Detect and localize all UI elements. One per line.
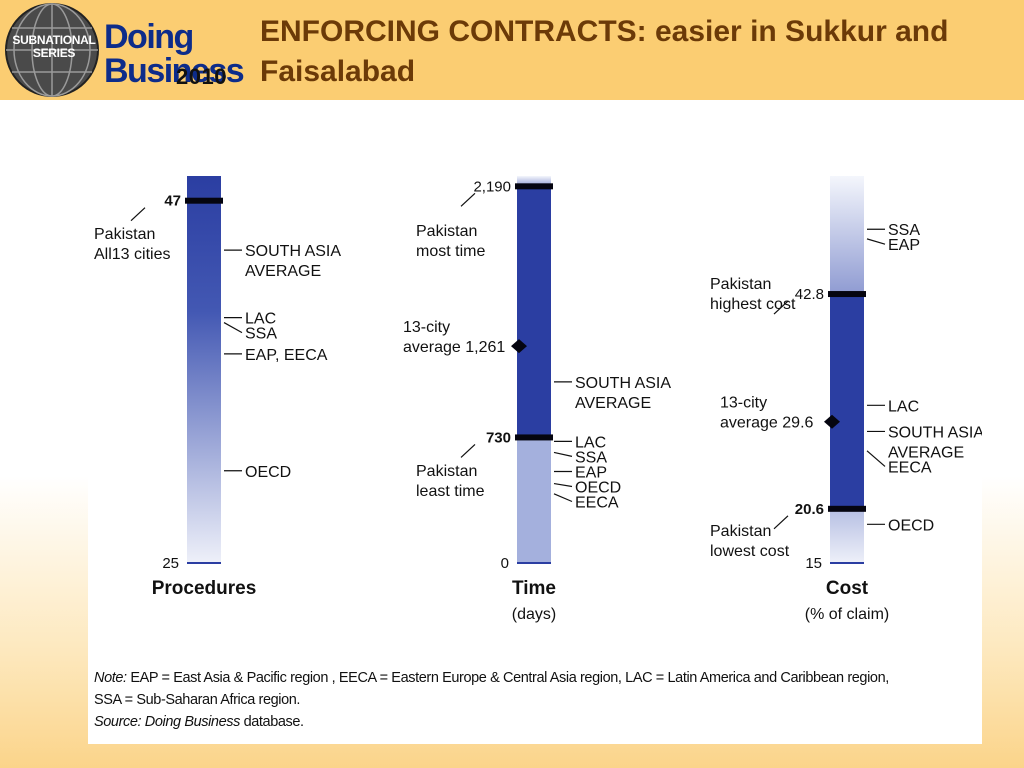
time-pakistan-low-pointer	[460, 444, 476, 458]
procedures-chart: 47 Pakistan All13 cities SOUTH ASIA AVERAGE L…	[94, 176, 341, 599]
time-leader-5	[553, 493, 573, 503]
cost-leader-1	[866, 238, 886, 245]
footnote: Note: EAP = East Asia & Pacific region ,…	[94, 667, 974, 733]
time-average-caption-1: average 1,261	[403, 339, 505, 356]
time-pakistan-high-caption-1: most time	[416, 243, 485, 260]
logo-badge-line1: SUBNATIONAL	[12, 33, 96, 47]
cost-region-label-4-0: EECA	[888, 459, 932, 476]
cost-average-diamond	[824, 414, 840, 429]
procedures-pakistan-value-label: 47	[164, 193, 181, 210]
cost-pakistan-high-value-label: 42.8	[795, 286, 824, 303]
note-label: Note:	[94, 670, 127, 686]
time-average-diamond	[511, 339, 527, 354]
time-pakistan-low-value-label: 730	[486, 429, 511, 446]
chart-panel: 47 Pakistan All13 cities SOUTH ASIA AVERAGE L…	[88, 112, 982, 744]
time-region-label-0-0: SOUTH ASIA	[575, 375, 671, 392]
time-bar-range	[517, 186, 551, 438]
procedures-pakistan-pointer	[130, 207, 146, 222]
time-pakistan-high-value-label: 2,190	[473, 178, 511, 195]
time-pakistan-high-pointer	[460, 192, 476, 207]
time-average-caption-0: 13-city	[403, 319, 450, 336]
cost-pakistan-high-marker	[828, 291, 866, 298]
time-axis-unit: (days)	[512, 606, 556, 623]
header-band: SUBNATIONAL SERIES Doing Business 2010 E…	[0, 0, 1024, 100]
slide-title: ENFORCING CONTRACTS: easier in Sukkur an…	[260, 15, 949, 88]
time-bar-top	[517, 176, 551, 187]
procedures-region-label-1-0: LAC	[245, 311, 276, 328]
cost-axis-unit: (% of claim)	[805, 606, 889, 623]
cost-pakistan-low-pointer	[773, 515, 789, 530]
time-leader-2	[553, 451, 573, 457]
note-line2: SSA = Sub-Saharan Africa region.	[94, 692, 301, 708]
cost-bar-range	[830, 294, 864, 509]
logo-year: 2010	[176, 64, 227, 89]
procedures-tick-label: 25	[162, 555, 179, 572]
procedures-pakistan-marker	[185, 197, 223, 204]
cost-tick-label: 15	[805, 555, 822, 572]
procedures-region-label-3-0: EAP, EECA	[245, 347, 328, 364]
logo-word-doing: Doing	[104, 18, 194, 56]
procedures-bar	[187, 176, 221, 563]
cost-axis-title: Cost	[826, 578, 869, 599]
procedures-region-label-2-0: SSA	[245, 326, 277, 343]
time-region-label-3-0: EAP	[575, 464, 607, 481]
note-line1: EAP = East Asia & Pacific region , EECA …	[130, 670, 889, 686]
cost-region-label-3-0: SOUTH ASIA	[888, 424, 982, 441]
cost-region-label-2-0: LAC	[888, 398, 919, 415]
cost-pakistan-low-marker	[828, 505, 866, 512]
procedures-region-label-4-0: OECD	[245, 464, 291, 481]
cost-region-label-0-0: SSA	[888, 222, 920, 239]
procedures-pakistan-caption-0: Pakistan	[94, 226, 155, 243]
logo-badge-line2: SERIES	[32, 46, 76, 60]
time-tick-label: 0	[501, 555, 509, 572]
cost-bar-bottom	[830, 508, 864, 563]
globe-logo-icon	[5, 3, 99, 97]
time-chart: 2,190 Pakistan most time 730 Pakistan least t…	[403, 176, 671, 623]
procedures-axis-title: Procedures	[152, 578, 257, 599]
logo-wordmark: Doing Business	[104, 18, 245, 90]
footnote-source: Source: Doing Business database.	[94, 711, 974, 733]
footnote-line1: Note: EAP = East Asia & Pacific region ,…	[94, 667, 974, 689]
cost-chart: 42.8 Pakistan highest cost 20.6 Pakistan lowe…	[710, 176, 982, 623]
procedures-leader-2	[223, 322, 243, 334]
time-axis-title: Time	[512, 578, 556, 599]
logo-word-business: Business	[104, 52, 245, 90]
time-leader-4	[553, 482, 573, 488]
time-region-label-4-0: OECD	[575, 479, 621, 496]
cost-leader-4	[866, 450, 886, 467]
cost-pakistan-high-pointer	[773, 300, 789, 315]
cost-region-label-3-1: AVERAGE	[888, 444, 964, 461]
cost-pakistan-high-caption-1: highest cost	[710, 296, 796, 313]
time-pakistan-high-caption-0: Pakistan	[416, 223, 477, 240]
cost-pakistan-low-caption-1: lowest cost	[710, 543, 790, 560]
time-region-label-0-1: AVERAGE	[575, 395, 651, 412]
cost-region-label-1-0: EAP	[888, 237, 920, 254]
time-pakistan-low-caption-1: least time	[416, 483, 485, 500]
enforcing-contracts-chart: 47 Pakistan All13 cities SOUTH ASIA AVERAGE L…	[94, 176, 982, 623]
time-pakistan-low-marker	[515, 434, 553, 441]
time-region-label-5-0: EECA	[575, 494, 619, 511]
procedures-region-label-0-0: SOUTH ASIA	[245, 243, 341, 260]
time-bar-bottom	[517, 437, 551, 563]
cost-pakistan-low-value-label: 20.6	[795, 501, 824, 518]
source-rest: database.	[239, 714, 305, 730]
cost-bar-top	[830, 176, 864, 295]
time-region-label-1-0: LAC	[575, 434, 606, 451]
cost-average-caption-0: 13-city	[720, 395, 767, 412]
cost-pakistan-high-caption-0: Pakistan	[710, 276, 771, 293]
time-pakistan-low-caption-0: Pakistan	[416, 463, 477, 480]
procedures-region-label-0-1: AVERAGE	[245, 263, 321, 280]
time-region-label-2-0: SSA	[575, 449, 607, 466]
cost-region-label-5-0: OECD	[888, 517, 934, 534]
cost-pakistan-low-caption-0: Pakistan	[710, 523, 771, 540]
logo-badge-text: SUBNATIONAL SERIES	[6, 34, 102, 60]
procedures-pakistan-caption-1: All13 cities	[94, 246, 170, 263]
cost-average-caption-1: average 29.6	[720, 415, 814, 432]
source-label: Source: Doing Business	[94, 714, 240, 730]
time-pakistan-high-marker	[515, 183, 553, 190]
